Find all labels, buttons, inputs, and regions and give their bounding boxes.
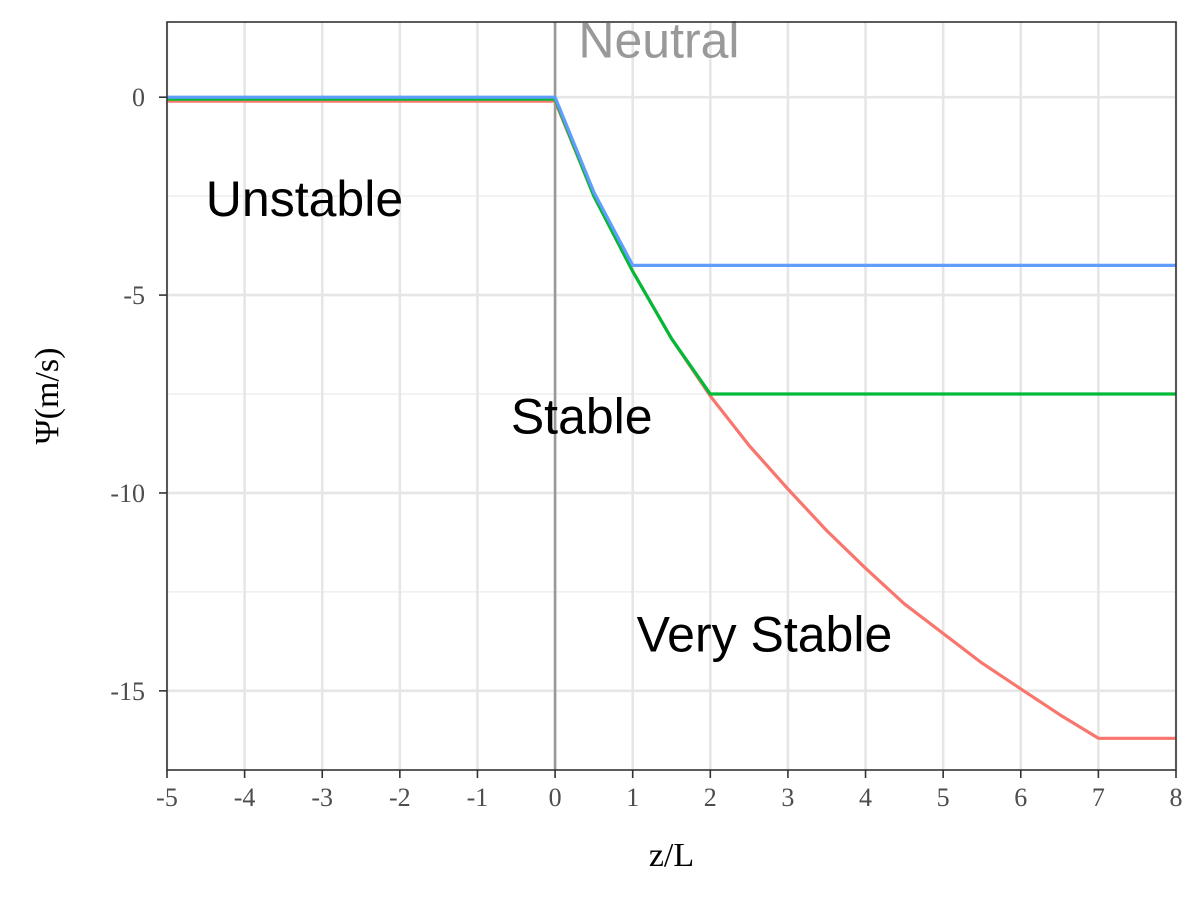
y-tick-label: -5 [123, 281, 145, 310]
x-tick-label: 3 [781, 783, 794, 812]
x-tick-label: -2 [389, 783, 411, 812]
x-tick-label: 4 [859, 783, 872, 812]
major-gridlines [165, 22, 1178, 770]
y-tick-label: -15 [110, 677, 145, 706]
x-tick-label: 5 [937, 783, 950, 812]
x-tick-label: -1 [467, 783, 489, 812]
x-tick-label: -3 [311, 783, 333, 812]
annotation-label: Neutral [578, 13, 739, 69]
x-tick-label: -4 [234, 783, 256, 812]
series-line-2 [167, 97, 1176, 396]
annotations: Neutral Unstable Stable Very Stable [206, 13, 892, 663]
annotation-label: Very Stable [637, 606, 893, 662]
annotation-label: Stable [511, 389, 653, 445]
x-tick-label: 7 [1092, 783, 1105, 812]
x-axis: -5 -4 -3 -2 -1 0 1 2 3 4 5 6 7 8 [156, 770, 1183, 812]
y-tick-label: 0 [132, 83, 145, 112]
x-tick-label: 6 [1014, 783, 1027, 812]
x-tick-label: 0 [549, 783, 562, 812]
y-tick-label: -10 [110, 479, 145, 508]
series-line-3 [167, 95, 1176, 267]
x-tick-label: 8 [1170, 783, 1183, 812]
panel-border [166, 21, 1177, 771]
x-tick-label: -5 [156, 783, 178, 812]
x-axis-title: z/L [649, 837, 694, 874]
x-tick-label: 2 [704, 783, 717, 812]
annotation-label: Unstable [206, 171, 403, 227]
x-tick-label: 1 [626, 783, 639, 812]
series-lines [167, 95, 1176, 740]
y-axis-title: Ψ(m/s) [29, 348, 66, 445]
y-axis: 0 -5 -10 -15 [110, 83, 167, 706]
